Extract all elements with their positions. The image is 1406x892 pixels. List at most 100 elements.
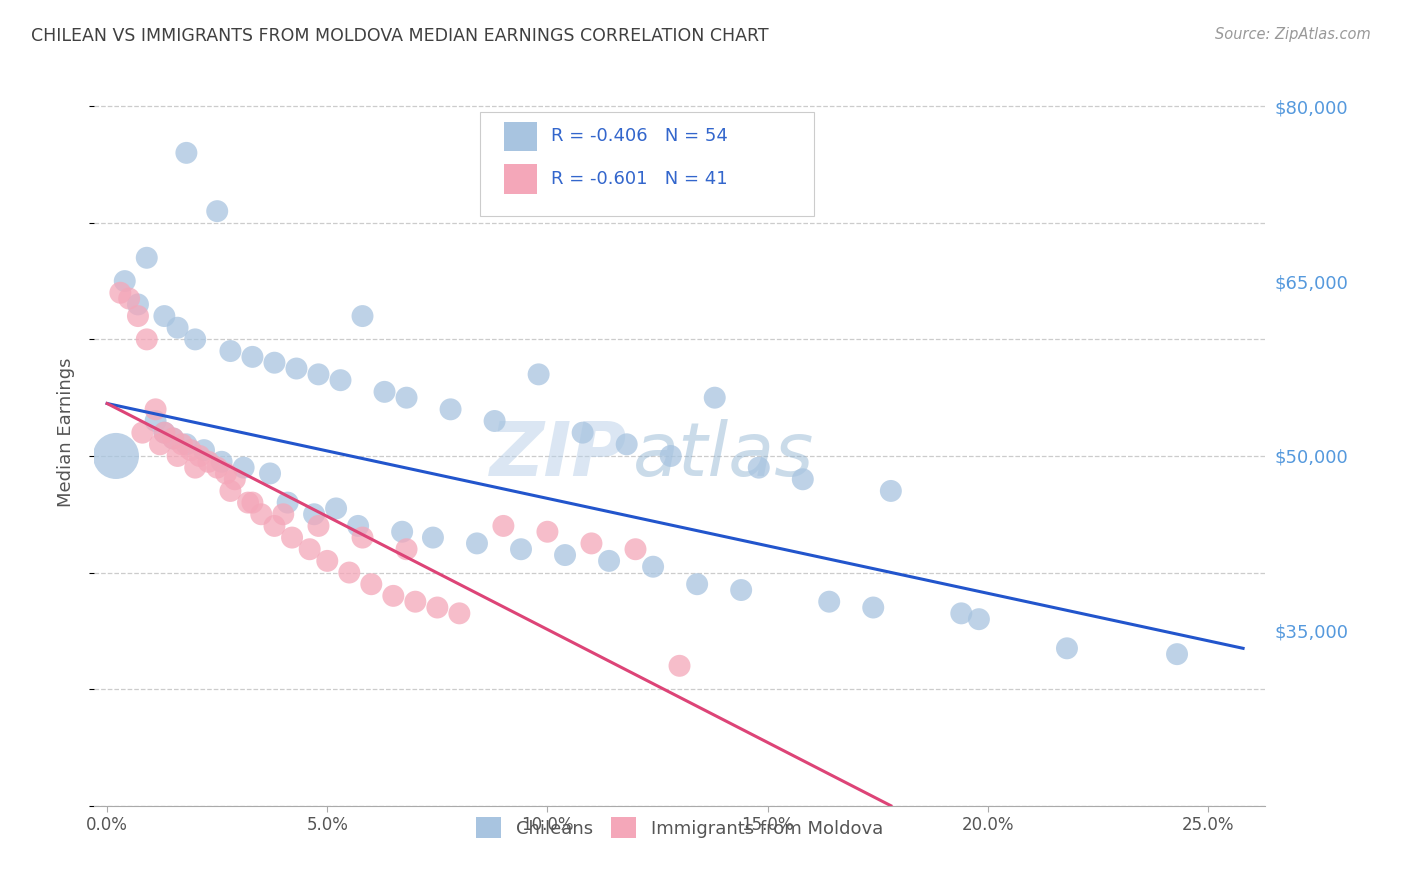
Point [422,531,444,545]
Point [219,344,242,359]
Point [219,483,242,498]
Point [205,204,228,219]
Point [236,495,259,509]
Text: atlas: atlas [633,419,814,491]
Point [298,542,321,557]
Point [153,425,176,440]
Point [263,519,285,533]
Point [668,658,690,673]
Point [571,425,593,440]
FancyBboxPatch shape [481,112,814,216]
Point [205,460,228,475]
Point [395,391,418,405]
Bar [503,164,537,194]
Point [950,607,973,621]
Point [127,297,149,311]
Point [598,554,620,568]
Point [347,519,370,533]
Point [170,437,193,451]
Point [259,467,281,481]
Point [465,536,488,550]
Point [149,437,172,451]
Point [352,531,374,545]
Point [360,577,382,591]
Point [281,531,304,545]
Point [162,432,184,446]
Point [373,384,395,399]
Point [510,542,533,557]
Point [308,368,330,382]
Point [166,449,188,463]
Point [352,309,374,323]
Point [624,542,647,557]
Point [329,373,352,387]
Point [271,508,294,522]
Point [242,350,264,364]
Point [184,332,207,346]
Point [162,432,184,446]
Point [242,495,264,509]
Point [145,402,167,417]
Point [616,437,638,451]
Point [145,414,167,428]
Point [176,145,198,160]
Point [127,309,149,323]
Point [391,524,413,539]
Point [337,566,360,580]
Point [581,536,603,550]
Point [426,600,449,615]
Point [285,361,308,376]
Point [643,559,665,574]
Text: Source: ZipAtlas.com: Source: ZipAtlas.com [1215,27,1371,42]
Point [703,391,725,405]
Point [232,460,254,475]
Point [967,612,990,626]
Point [153,309,176,323]
Point [554,548,576,562]
Point [880,483,903,498]
Point [180,443,202,458]
Point [215,467,238,481]
Legend: Chileans, Immigrants from Moldova: Chileans, Immigrants from Moldova [468,810,890,846]
Point [404,595,426,609]
Point [184,460,207,475]
Point [449,607,471,621]
Point [250,508,273,522]
Point [1166,647,1188,661]
Point [135,251,157,265]
Bar [503,121,537,152]
Point [325,501,347,516]
Text: CHILEAN VS IMMIGRANTS FROM MOLDOVA MEDIAN EARNINGS CORRELATION CHART: CHILEAN VS IMMIGRANTS FROM MOLDOVA MEDIA… [31,27,769,45]
Point [188,449,211,463]
Point [302,508,325,522]
Point [153,425,176,440]
Point [492,519,515,533]
Point [197,455,219,469]
Point [659,449,682,463]
Point [135,332,157,346]
Point [118,292,141,306]
Point [316,554,339,568]
Point [131,425,153,440]
Point [536,524,558,539]
Point [1056,641,1078,656]
Point [110,285,132,300]
Point [748,460,770,475]
Point [104,449,127,463]
Point [263,356,285,370]
Point [114,274,136,288]
Point [818,595,841,609]
Point [439,402,461,417]
Text: R = -0.406   N = 54: R = -0.406 N = 54 [551,128,727,145]
Point [308,519,330,533]
Text: ZIP: ZIP [489,418,627,491]
Point [176,437,198,451]
Y-axis label: Median Earnings: Median Earnings [58,358,75,508]
Point [527,368,550,382]
Point [193,443,215,458]
Text: R = -0.601   N = 41: R = -0.601 N = 41 [551,170,727,188]
Point [224,472,246,486]
Point [382,589,405,603]
Point [686,577,709,591]
Point [862,600,884,615]
